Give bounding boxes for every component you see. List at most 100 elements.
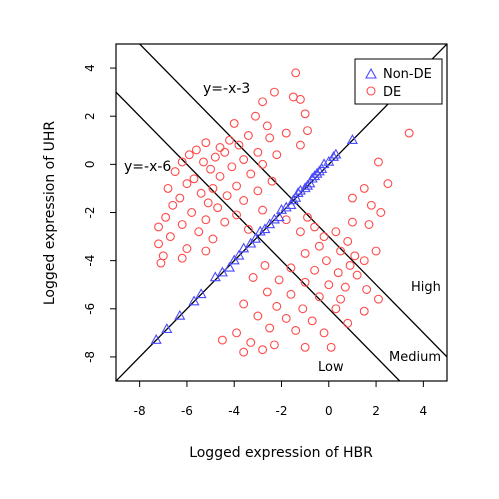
de-point bbox=[184, 150, 194, 160]
de-point bbox=[314, 292, 324, 302]
de-point bbox=[307, 316, 317, 326]
de-point bbox=[194, 227, 204, 237]
non-de-point bbox=[323, 155, 335, 166]
legend-label-non-de: Non-DE bbox=[383, 67, 432, 82]
y-tick-label: 2 bbox=[83, 112, 97, 120]
de-point bbox=[310, 265, 320, 275]
de-point bbox=[154, 222, 164, 232]
de-point bbox=[310, 222, 320, 232]
y-axis: -8 -6 -4 -2 0 2 4 bbox=[83, 64, 116, 363]
non-de-point bbox=[245, 237, 257, 248]
region-label-medium: Medium bbox=[389, 350, 441, 365]
legend-box bbox=[354, 58, 443, 105]
de-point bbox=[319, 328, 329, 338]
non-de-point bbox=[285, 199, 297, 210]
de-point bbox=[362, 285, 372, 294]
de-point bbox=[314, 241, 324, 251]
x-tick-label: 0 bbox=[325, 404, 333, 418]
de-point bbox=[376, 208, 386, 217]
de-point bbox=[333, 268, 343, 278]
non-de-point bbox=[294, 184, 306, 195]
non-de-point bbox=[330, 148, 342, 159]
non-de-point bbox=[174, 309, 186, 320]
de-point bbox=[269, 340, 279, 350]
de-point bbox=[222, 191, 232, 201]
de-point bbox=[262, 287, 272, 297]
de-point bbox=[298, 304, 308, 314]
de-point bbox=[234, 140, 244, 150]
de-point bbox=[300, 277, 310, 287]
de-point bbox=[227, 162, 237, 172]
de-point bbox=[373, 157, 383, 167]
de-point bbox=[215, 143, 225, 152]
de-point bbox=[163, 183, 173, 193]
de-point bbox=[217, 335, 227, 345]
de-point bbox=[258, 345, 268, 355]
de-point bbox=[343, 236, 353, 246]
de-point bbox=[295, 227, 305, 237]
de-point bbox=[154, 239, 164, 249]
de-point bbox=[300, 109, 310, 119]
de-point bbox=[373, 294, 383, 304]
de-point bbox=[246, 338, 256, 347]
de-point bbox=[232, 210, 242, 220]
x-tick-label: -8 bbox=[134, 404, 146, 418]
de-point bbox=[177, 220, 187, 229]
de-point bbox=[291, 68, 301, 78]
de-point bbox=[239, 155, 249, 164]
x-tick-label: -2 bbox=[276, 404, 288, 418]
de-point bbox=[281, 215, 291, 225]
de-point bbox=[182, 179, 192, 189]
plot-content bbox=[116, 44, 447, 381]
legend-triangle-icon bbox=[365, 67, 377, 79]
de-point bbox=[156, 258, 166, 268]
de-point bbox=[191, 145, 201, 155]
non-de-point bbox=[316, 163, 328, 173]
non-de-point bbox=[264, 218, 276, 229]
de-point bbox=[258, 97, 268, 107]
de-point bbox=[161, 212, 171, 222]
de-point bbox=[345, 261, 355, 270]
non-de-point bbox=[254, 225, 266, 236]
de-point bbox=[220, 217, 230, 227]
non-de-point bbox=[280, 201, 292, 212]
de-point bbox=[262, 121, 272, 131]
de-point bbox=[253, 311, 263, 321]
de-point bbox=[165, 232, 175, 242]
de-point bbox=[326, 342, 336, 352]
de-point bbox=[182, 244, 192, 254]
de-points bbox=[154, 68, 414, 357]
y-tick-label: 4 bbox=[83, 64, 97, 72]
non-de-point bbox=[161, 323, 173, 333]
non-de-point bbox=[292, 187, 304, 197]
de-point bbox=[243, 131, 253, 140]
de-point bbox=[260, 261, 270, 270]
de-point bbox=[336, 294, 346, 304]
de-point bbox=[265, 133, 275, 143]
de-point bbox=[352, 270, 362, 280]
non-de-point bbox=[188, 295, 200, 306]
de-point bbox=[177, 157, 187, 167]
line-label-y-x-6: y=-x-6 bbox=[124, 159, 171, 175]
de-point bbox=[175, 193, 185, 203]
y-tick-label: -8 bbox=[83, 351, 97, 363]
de-point bbox=[383, 179, 393, 189]
de-point bbox=[177, 253, 187, 263]
de-point bbox=[295, 94, 305, 104]
de-point bbox=[158, 251, 168, 261]
de-point bbox=[359, 306, 369, 316]
de-point bbox=[253, 186, 263, 196]
de-point bbox=[258, 205, 268, 215]
de-point bbox=[220, 147, 230, 157]
non-de-point bbox=[311, 167, 323, 178]
de-point bbox=[269, 87, 279, 97]
de-point bbox=[321, 256, 331, 266]
de-point bbox=[246, 169, 256, 179]
non-de-point bbox=[309, 170, 321, 181]
y-tick-label: -2 bbox=[83, 207, 97, 219]
de-point bbox=[286, 289, 296, 299]
de-point bbox=[331, 227, 341, 237]
de-point bbox=[359, 256, 369, 266]
non-de-point bbox=[150, 333, 162, 344]
